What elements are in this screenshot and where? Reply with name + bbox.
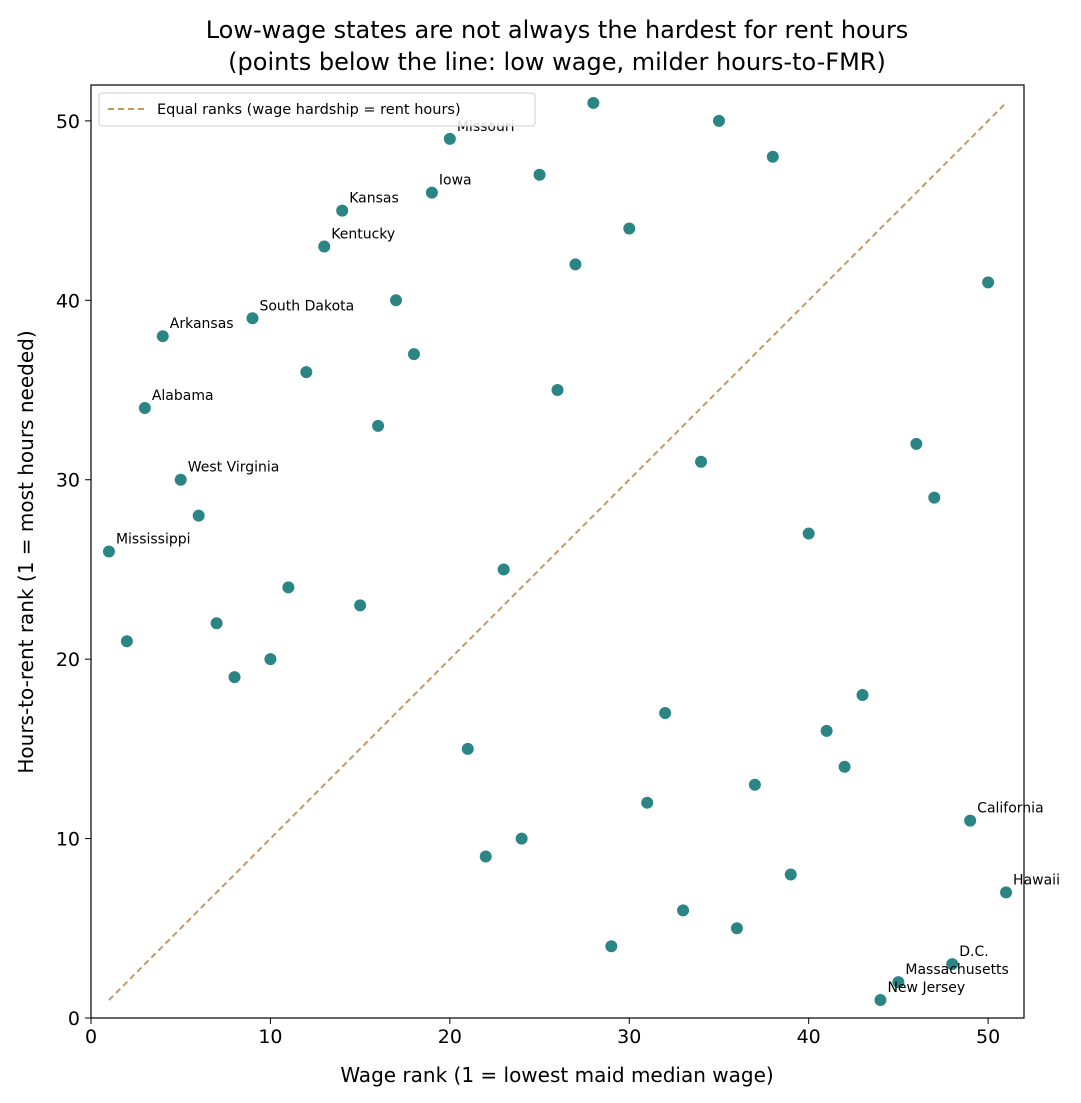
point-label: Iowa — [439, 173, 472, 189]
data-point — [496, 562, 511, 577]
data-point — [137, 400, 152, 415]
point-label: Arkansas — [170, 316, 234, 332]
data-point — [783, 867, 798, 882]
data-point — [676, 903, 691, 918]
y-tick-label: 0 — [68, 1008, 80, 1030]
data-point — [478, 849, 493, 864]
data-point — [532, 167, 547, 182]
chart-title-line1: Low-wage states are not always the harde… — [206, 16, 909, 44]
data-point — [353, 598, 368, 613]
x-tick-label: 20 — [438, 1026, 462, 1048]
data-point — [442, 131, 457, 146]
axes-frame — [90, 84, 1025, 1019]
point-label: West Virginia — [188, 460, 280, 476]
y-tick-label: 20 — [56, 649, 80, 671]
legend-box — [98, 92, 536, 127]
data-point — [819, 723, 834, 738]
data-point — [891, 975, 906, 990]
data-point — [711, 113, 726, 128]
x-tick-label: 0 — [85, 1026, 97, 1048]
data-point — [173, 472, 188, 487]
point-label: Mississippi — [116, 532, 191, 548]
data-point — [191, 508, 206, 523]
chart-title-line2: (points below the line: low wage, milder… — [228, 48, 886, 76]
point-label: New Jersey — [887, 980, 965, 996]
point-label: Hawaii — [1013, 872, 1060, 888]
data-point — [909, 436, 924, 451]
data-point — [801, 526, 816, 541]
data-point — [765, 149, 780, 164]
data-point — [281, 580, 296, 595]
data-point — [371, 418, 386, 433]
data-point — [981, 275, 996, 290]
y-tick-label: 50 — [56, 111, 80, 133]
legend-entry-label: Equal ranks (wage hardship = rent hours) — [157, 102, 461, 118]
data-point — [155, 329, 170, 344]
data-point — [245, 311, 260, 326]
data-point — [514, 831, 529, 846]
data-point — [406, 347, 421, 362]
data-point — [999, 885, 1014, 900]
x-tick-label: 30 — [617, 1026, 641, 1048]
data-point — [586, 95, 601, 110]
data-point — [389, 293, 404, 308]
point-label: Kentucky — [331, 226, 395, 242]
plot-area: Mississippi Alabama Arkansas West Virginia S… — [56, 84, 1060, 1048]
y-axis-label: Hours-to-rent rank (1 = most hours neede… — [14, 330, 38, 773]
data-point — [263, 652, 278, 667]
data-point — [335, 203, 350, 218]
point-label: Kansas — [349, 191, 399, 207]
data-point — [227, 670, 242, 685]
point-label: D.C. — [959, 944, 988, 960]
data-point — [550, 383, 565, 398]
data-point — [963, 813, 978, 828]
data-point — [694, 454, 709, 469]
data-point — [945, 957, 960, 972]
data-point — [855, 688, 870, 703]
x-tick-label: 10 — [258, 1026, 282, 1048]
data-point — [747, 777, 762, 792]
point-label: Massachusetts — [905, 962, 1008, 978]
data-point — [837, 759, 852, 774]
data-point — [873, 993, 888, 1008]
data-point — [424, 185, 439, 200]
reference-line — [108, 102, 1007, 1001]
data-point — [299, 365, 314, 380]
x-tick-label: 50 — [976, 1026, 1000, 1048]
y-tick-label: 30 — [56, 470, 80, 492]
data-point — [658, 705, 673, 720]
point-label: California — [977, 801, 1043, 817]
data-point — [317, 239, 332, 254]
point-label: South Dakota — [259, 298, 354, 314]
data-point — [460, 741, 475, 756]
x-tick-label: 40 — [797, 1026, 821, 1048]
data-point — [568, 257, 583, 272]
legend: Equal ranks (wage hardship = rent hours) — [98, 92, 536, 127]
data-point — [119, 634, 134, 649]
data-point — [622, 221, 637, 236]
data-point — [927, 490, 942, 505]
x-axis-label: Wage rank (1 = lowest maid median wage) — [340, 1063, 773, 1087]
y-tick-label: 40 — [56, 290, 80, 312]
data-point — [209, 616, 224, 631]
data-point — [640, 795, 655, 810]
y-tick-label: 10 — [56, 829, 80, 851]
data-point — [604, 939, 619, 954]
data-point — [101, 544, 116, 559]
data-point — [729, 921, 744, 936]
point-label: Alabama — [152, 388, 214, 404]
